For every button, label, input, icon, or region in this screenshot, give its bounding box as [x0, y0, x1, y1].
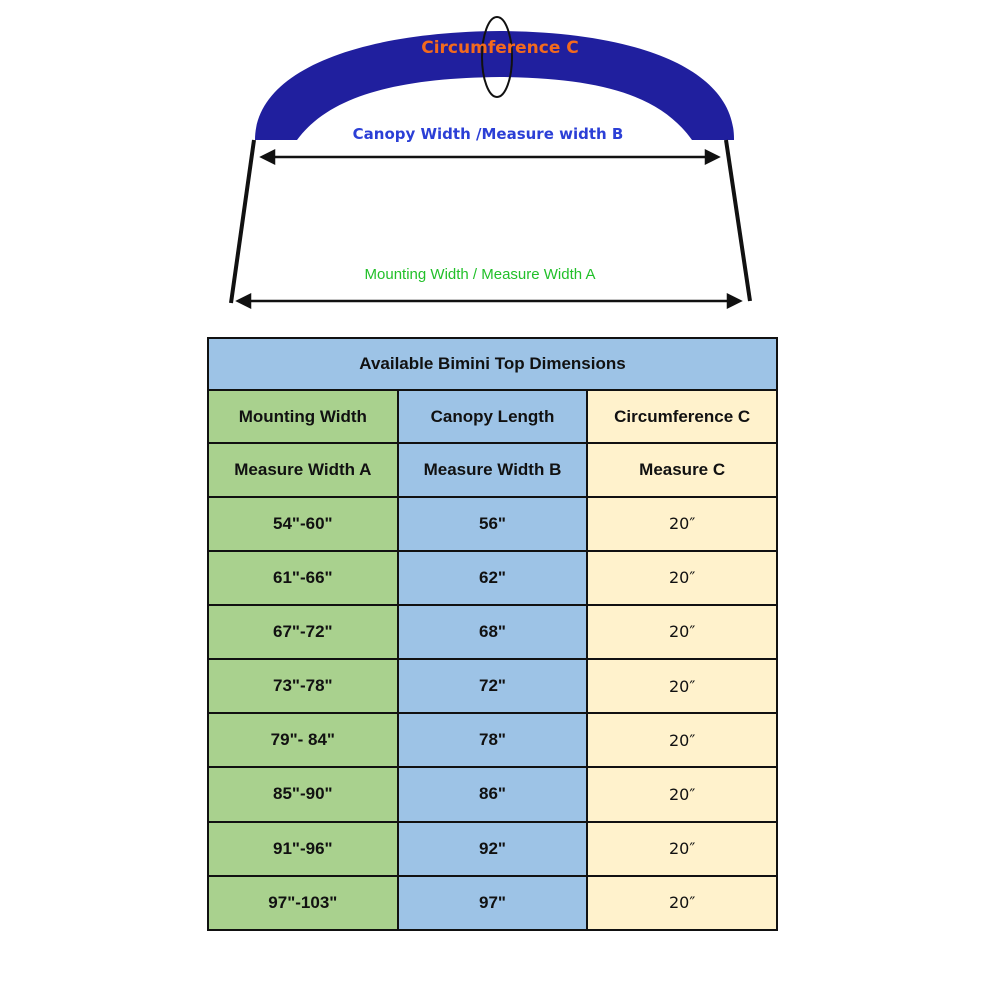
header-cell: Mounting Width — [207, 389, 399, 445]
mounting-width-cell: 79"- 84" — [207, 712, 399, 769]
canopy-length-cell: 72" — [396, 658, 589, 715]
mounting-width-cell: 85"-90" — [207, 766, 399, 823]
circumference-cell: 20″ — [586, 712, 778, 769]
mounting-width-cell: 54"-60" — [207, 495, 399, 552]
table-row: 61"-66" 62" 20″ — [207, 549, 778, 606]
mounting-width-cell: 73"-78" — [207, 658, 399, 715]
circumference-label: Circumference C — [421, 38, 579, 58]
table-row: 79"- 84" 78" 20″ — [207, 712, 778, 769]
mounting-width-arrow — [235, 292, 743, 310]
right-frame-pole — [724, 139, 752, 302]
circumference-cell: 20″ — [586, 766, 778, 823]
table-title: Available Bimini Top Dimensions — [207, 336, 778, 392]
header-cell: Measure Width A — [207, 442, 399, 498]
header-row: Measure Width A Measure Width B Measure … — [207, 442, 778, 498]
table-row: 97"-103" 97" 20″ — [207, 874, 778, 932]
mounting-width-label: Mounting Width / Measure Width A — [364, 266, 596, 283]
circumference-cell: 20″ — [586, 495, 778, 552]
canopy-length-cell: 92" — [396, 820, 589, 877]
canopy-length-cell: 62" — [396, 549, 589, 606]
circumference-cell: 20″ — [586, 549, 778, 606]
mounting-width-cell: 61"-66" — [207, 549, 399, 606]
canopy-width-arrow — [259, 148, 721, 166]
table-row: 67"-72" 68" 20″ — [207, 603, 778, 661]
canopy-width-label: Canopy Width /Measure width B — [352, 125, 624, 143]
canopy-length-cell: 78" — [396, 712, 589, 769]
header-row: Mounting Width Canopy Length Circumferen… — [207, 389, 778, 445]
left-frame-pole — [229, 139, 256, 304]
circumference-cell: 20″ — [586, 874, 778, 932]
circumference-cell: 20″ — [586, 658, 778, 715]
dimensions-table: Available Bimini Top Dimensions Mounting… — [207, 336, 778, 932]
header-cell: Circumference C — [586, 389, 778, 445]
table-row: 85"-90" 86" 20″ — [207, 766, 778, 823]
canopy-length-cell: 97" — [396, 874, 589, 932]
mounting-width-cell: 97"-103" — [207, 874, 399, 932]
canopy-arch — [255, 31, 735, 140]
circumference-cell: 20″ — [586, 820, 778, 877]
header-cell: Measure Width B — [396, 442, 589, 498]
canopy-length-cell: 86" — [396, 766, 589, 823]
table-row: 91"-96" 92" 20″ — [207, 820, 778, 877]
mounting-width-cell: 67"-72" — [207, 603, 399, 661]
bimini-diagram — [229, 16, 752, 310]
header-cell: Measure C — [586, 442, 778, 498]
header-cell: Canopy Length — [396, 389, 589, 445]
circumference-cell: 20″ — [586, 603, 778, 661]
canopy-length-cell: 68" — [396, 603, 589, 661]
canopy-length-cell: 56" — [396, 495, 589, 552]
mounting-width-cell: 91"-96" — [207, 820, 399, 877]
table-row: 73"-78" 72" 20″ — [207, 658, 778, 715]
circumference-loop-icon — [481, 16, 513, 98]
table-row: 54"-60" 56" 20″ — [207, 495, 778, 552]
